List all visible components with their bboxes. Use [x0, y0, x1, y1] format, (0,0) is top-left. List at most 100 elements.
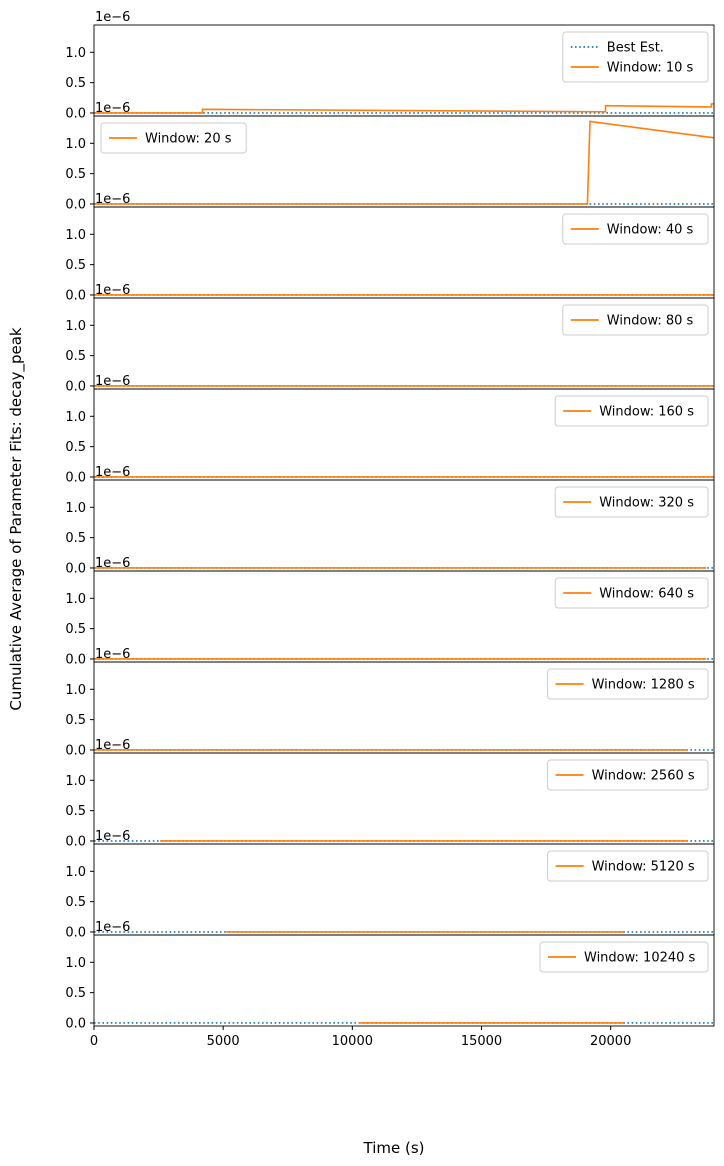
x-tick-label: 10000 [332, 1034, 373, 1049]
y-tick-label: 1.0 [65, 501, 86, 516]
y-tick-label: 0.0 [65, 834, 86, 849]
x-tick-label: 20000 [590, 1034, 631, 1049]
y-tick-label: 0.5 [65, 986, 86, 1001]
panel-5: 0.0 0.5 1.0 1e−6 Window: 160 s [65, 374, 715, 485]
legend-box [562, 304, 709, 336]
y-tick-label: 0.5 [65, 440, 86, 455]
y-tick-label: 0.5 [65, 895, 86, 910]
y-offset-label: 1e−6 [95, 738, 130, 753]
y-tick-label: 1.0 [65, 137, 86, 152]
y-tick-label: 0.0 [65, 288, 86, 303]
y-tick-label: 1.0 [65, 228, 86, 243]
y-tick-label: 0.0 [65, 106, 86, 121]
legend-label: Window: 10 s [607, 61, 694, 76]
panel-6: 0.0 0.5 1.0 1e−6 Window: 320 s [65, 465, 715, 576]
y-tick-label: 0.5 [65, 76, 86, 91]
y-tick-label: 0.0 [65, 379, 86, 394]
x-tick-label: 15000 [461, 1034, 502, 1049]
y-tick-label: 0.0 [65, 470, 86, 485]
legend-box [554, 577, 709, 609]
y-tick-label: 0.5 [65, 804, 86, 819]
y-offset-label: 1e−6 [95, 374, 130, 389]
legend: Window: 80 s [562, 304, 709, 336]
y-tick-label: 0.5 [65, 622, 86, 637]
y-tick-label: 1.0 [65, 319, 86, 334]
y-offset-label: 1e−6 [95, 465, 130, 480]
legend-box [100, 122, 247, 154]
y-offset-label: 1e−6 [95, 101, 130, 116]
legend-label: Window: 10240 s [584, 951, 696, 966]
legend-box [554, 486, 709, 518]
legend-label: Window: 2560 s [592, 769, 695, 784]
y-tick-label: 1.0 [65, 683, 86, 698]
y-axis-label: Cumulative Average of Parameter Fits: de… [7, 327, 26, 711]
panel-frame [93, 934, 715, 1027]
panel-2: 0.0 0.5 1.0 1e−6 Window: 20 s [65, 101, 715, 212]
window-series-line [94, 103, 714, 114]
legend-label: Window: 20 s [145, 132, 232, 147]
y-tick-label: 1.0 [65, 865, 86, 880]
y-tick-label: 1.0 [65, 774, 86, 789]
panel-8: 0.0 0.5 1.0 1e−6 Window: 1280 s [65, 647, 715, 758]
y-offset-label: 1e−6 [95, 556, 130, 571]
y-offset-label: 1e−6 [95, 920, 130, 935]
panel-lines [94, 103, 714, 114]
legend-box [554, 395, 709, 427]
legend-label: Window: 160 s [599, 405, 694, 420]
y-tick-label: 0.0 [65, 561, 86, 576]
y-tick-label: 1.0 [65, 592, 86, 607]
legend: Window: 2560 s [547, 759, 709, 791]
legend: Window: 10240 s [539, 941, 709, 973]
y-tick-label: 0.5 [65, 349, 86, 364]
legend: Window: 5120 s [547, 850, 709, 882]
legend-label: Best Est. [607, 41, 664, 56]
y-tick-label: 0.0 [65, 925, 86, 940]
panel-7: 0.0 0.5 1.0 1e−6 Window: 640 s [65, 556, 715, 667]
legend: Best Est. Window: 10 s [562, 31, 709, 83]
y-tick-label: 1.0 [65, 410, 86, 425]
x-axis-label: Time (s) [363, 1139, 425, 1157]
y-offset-label: 1e−6 [95, 10, 130, 25]
window-series-line [94, 120, 714, 205]
panel-1: 0.0 0.5 1.0 1e−6 Best Est. Window: 10 s [65, 10, 715, 121]
y-tick-label: 0.0 [65, 1016, 86, 1031]
y-offset-label: 1e−6 [95, 192, 130, 207]
legend-box [562, 213, 709, 245]
y-tick-label: 1.0 [65, 956, 86, 971]
panel-9: 0.0 0.5 1.0 1e−6 Window: 2560 s [65, 738, 715, 849]
legend-label: Window: 80 s [607, 314, 694, 329]
y-offset-label: 1e−6 [95, 647, 130, 662]
legend-box [562, 31, 709, 83]
panel-lines [94, 120, 714, 205]
legend-label: Window: 40 s [607, 223, 694, 238]
y-tick-label: 0.5 [65, 531, 86, 546]
legend-label: Window: 1280 s [592, 678, 695, 693]
chart-panels: 0.0 0.5 1.0 1e−6 Best Est. Window: 10 s 0.0 0.5… [65, 10, 715, 1031]
panel-10: 0.0 0.5 1.0 1e−6 Window: 5120 s [65, 829, 715, 940]
y-offset-label: 1e−6 [95, 283, 130, 298]
legend-box [547, 668, 709, 700]
y-tick-label: 0.5 [65, 167, 86, 182]
legend-label: Window: 5120 s [592, 860, 695, 875]
legend-box [547, 759, 709, 791]
panel-4: 0.0 0.5 1.0 1e−6 Window: 80 s [65, 283, 715, 394]
legend: Window: 20 s [100, 122, 247, 154]
y-tick-label: 0.0 [65, 743, 86, 758]
legend: Window: 1280 s [547, 668, 709, 700]
y-tick-label: 0.5 [65, 713, 86, 728]
legend: Window: 40 s [562, 213, 709, 245]
x-axis: 0 5000 10000 15000 20000 [90, 1026, 631, 1049]
legend-box [547, 850, 709, 882]
legend-label: Window: 320 s [599, 496, 694, 511]
y-tick-label: 1.0 [65, 46, 86, 61]
y-tick-label: 0.0 [65, 197, 86, 212]
legend: Window: 320 s [554, 486, 709, 518]
panel-11: 0.0 0.5 1.0 1e−6 Window: 10240 s [65, 920, 715, 1031]
y-tick-label: 0.0 [65, 652, 86, 667]
legend: Window: 160 s [554, 395, 709, 427]
legend-label: Window: 640 s [599, 587, 694, 602]
y-tick-label: 0.5 [65, 258, 86, 273]
legend: Window: 640 s [554, 577, 709, 609]
legend-box [539, 941, 709, 973]
